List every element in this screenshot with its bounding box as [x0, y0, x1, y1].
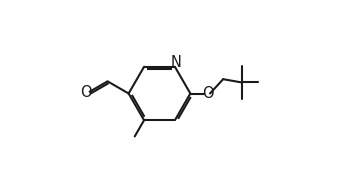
Text: O: O	[80, 85, 92, 100]
Text: N: N	[171, 55, 181, 70]
Text: O: O	[202, 86, 214, 101]
